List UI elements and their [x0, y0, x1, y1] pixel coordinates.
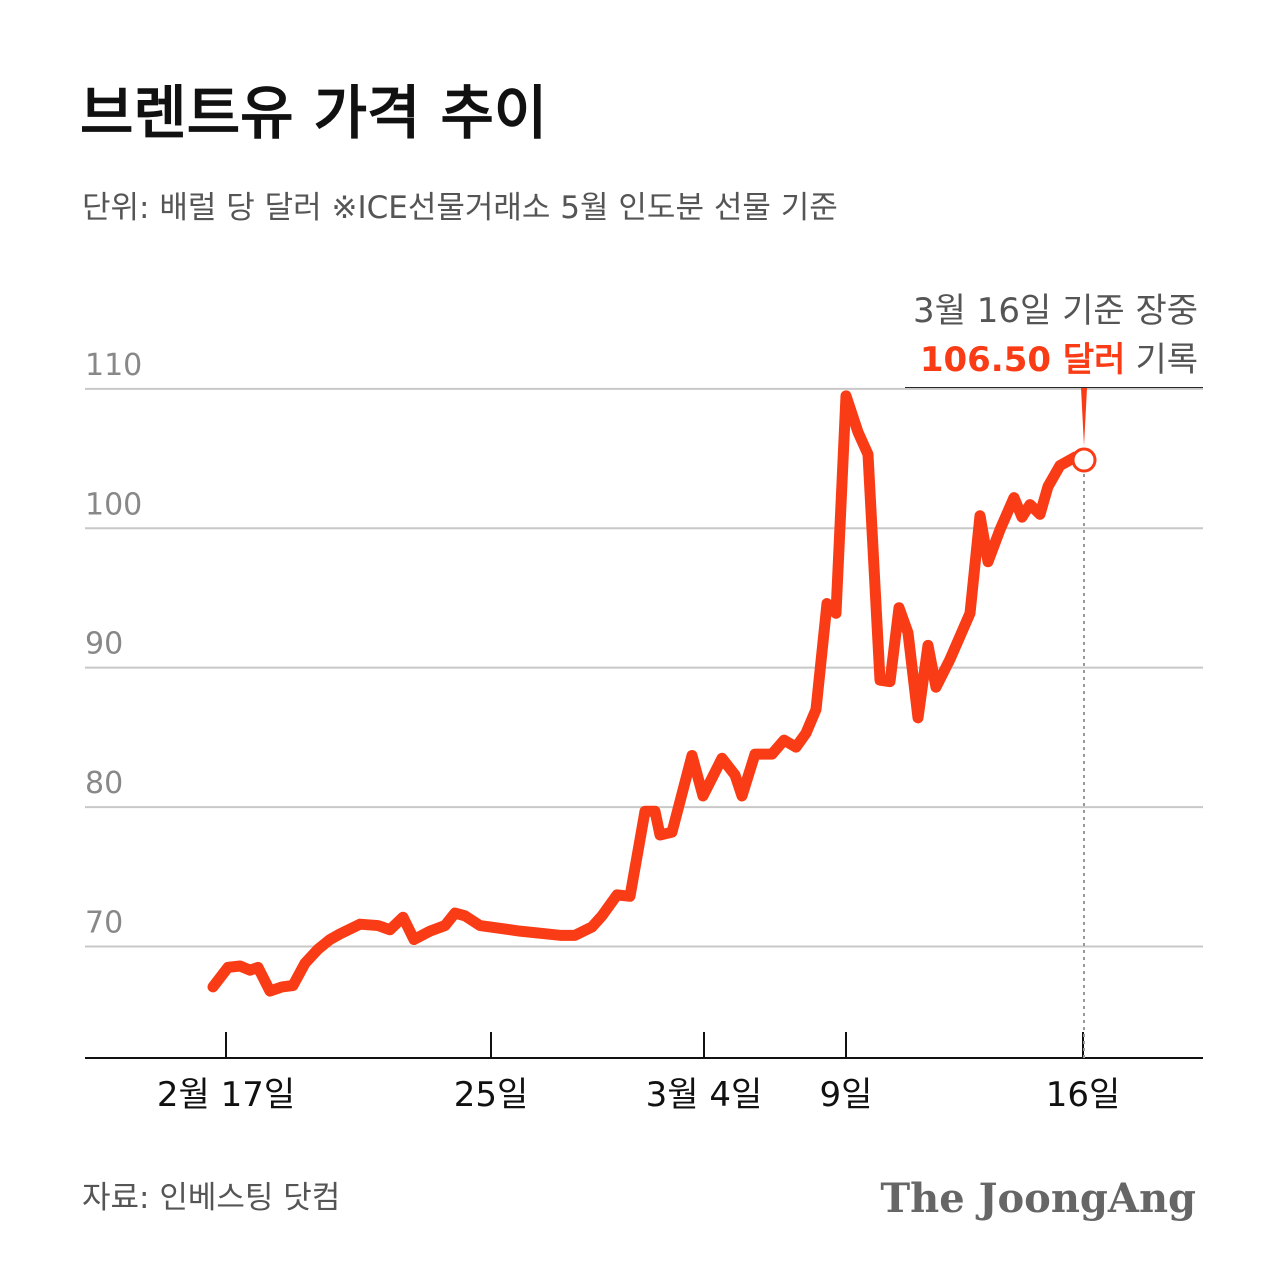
- y-tick-label: 90: [85, 627, 123, 662]
- annotation-highlight: 106.50 달러: [920, 340, 1126, 380]
- y-tick-label: 80: [85, 766, 123, 801]
- y-tick-label: 70: [85, 905, 123, 940]
- annotation-suffix: 기록: [1135, 340, 1198, 380]
- x-tick-label: 3월 4일: [646, 1075, 763, 1115]
- last-point: [1071, 447, 1097, 473]
- chart-subtitle: 단위: 배럴 당 달러 ※ICE선물거래소 5월 인도분 선물 기준: [82, 190, 838, 226]
- x-tick-label: 9일: [820, 1075, 873, 1115]
- annotation-text: 106.50 달러 기록: [920, 340, 1198, 380]
- price-line: [207, 390, 1090, 997]
- x-tick-label: 2월 17일: [157, 1075, 295, 1115]
- x-tick-label: 25일: [454, 1075, 529, 1115]
- source: 자료: 인베스팅 닷컴: [82, 1180, 340, 1216]
- chart-title: 브렌트유 가격 추이: [80, 79, 547, 147]
- annotation-text: 3월 16일 기준 장중: [913, 291, 1198, 331]
- logo: The JoongAng: [880, 1175, 1196, 1222]
- annotation-pointer: [1081, 388, 1087, 446]
- x-tick-label: 16일: [1046, 1075, 1121, 1115]
- y-tick-label: 110: [85, 348, 142, 383]
- y-tick-label: 100: [85, 487, 142, 522]
